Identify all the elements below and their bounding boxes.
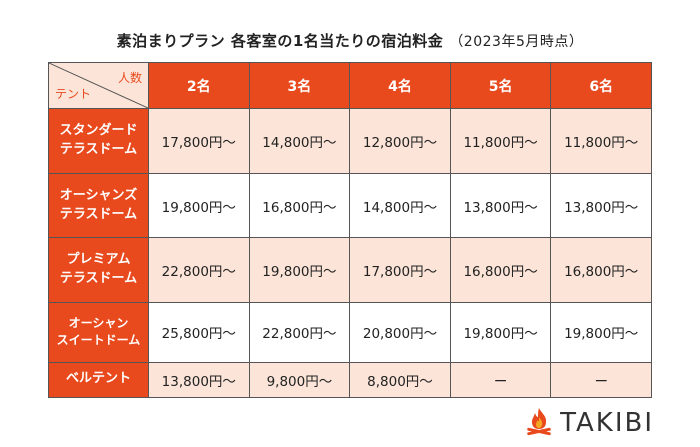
price-cell: 11,800円〜 [550,108,652,174]
column-header: 4名 [349,62,451,109]
price-cell: 22,800円〜 [148,237,250,304]
row-header: オーシャン スイートドーム [48,302,149,363]
price-cell: 19,800円〜 [248,237,351,304]
row-header-line2: テラスドーム [59,271,138,287]
takibi-logo: TAKIBI [524,407,654,439]
price-cell: 19,800円〜 [449,302,552,363]
page-title: 素泊まりプラン 各客室の1名当たりの宿泊料金 （2023年5月時点） [0,30,700,51]
price-cell: 11,800円〜 [449,108,552,174]
row-header: オーシャンズ テラスドーム [48,172,149,239]
table-row: プレミアム テラスドーム 22,800円〜 19,800円〜 17,800円〜 … [48,237,652,304]
price-cell: 22,800円〜 [248,302,351,363]
table-row: ベルテント 13,800円〜 9,800円〜 8,800円〜 ー ー [48,361,652,399]
table-row: オーシャン スイートドーム 25,800円〜 22,800円〜 20,800円〜… [48,302,652,363]
campfire-icon [527,408,551,436]
row-header-line2: テラスドーム [59,206,138,222]
price-cell: 16,800円〜 [550,237,652,304]
price-cell: 17,800円〜 [349,237,451,304]
price-cell: ー [449,361,552,399]
price-cell: 13,800円〜 [550,172,652,239]
row-header-line2: スイートドーム [56,333,141,348]
row-header-line1: スタンダード [59,122,138,138]
row-header-line1: オーシャン [68,316,129,331]
corner-cell: 人数 テント [48,62,149,109]
price-cell: 8,800円〜 [349,361,451,399]
price-cell: 9,800円〜 [248,361,351,399]
price-cell: 20,800円〜 [349,302,451,363]
corner-label-people: 人数 [117,71,142,85]
column-header: 2名 [148,62,250,109]
price-cell: 17,800円〜 [148,108,250,174]
title-date-note: （2023年5月時点） [449,34,584,50]
title-main: 素泊まりプラン 各客室の1名当たりの宿泊料金 [116,32,444,50]
column-header: 6名 [550,62,652,109]
row-header-line1: オーシャンズ [59,187,138,203]
row-header-line1: プレミアム [66,252,131,268]
table-row: オーシャンズ テラスドーム 19,800円〜 16,800円〜 14,800円〜… [48,172,652,239]
price-cell: 16,800円〜 [248,172,351,239]
price-cell: 12,800円〜 [349,108,451,174]
row-header-line2: テラスドーム [59,141,138,157]
price-cell: 14,800円〜 [349,172,451,239]
row-header: スタンダード テラスドーム [48,108,149,174]
price-cell: 19,800円〜 [550,302,652,363]
price-cell: 13,800円〜 [449,172,552,239]
row-header-line1: ベルテント [65,371,131,387]
row-header: ベルテント [48,361,149,399]
column-header: 5名 [449,62,552,109]
header-row: 人数 テント 2名 3名 4名 5名 6名 [48,62,652,109]
table-row: スタンダード テラスドーム 17,800円〜 14,800円〜 12,800円〜… [48,108,652,174]
price-cell: ー [550,361,652,399]
row-header: プレミアム テラスドーム [48,237,149,304]
price-cell: 19,800円〜 [148,172,250,239]
logo-text: TAKIBI [560,408,654,438]
price-cell: 25,800円〜 [148,302,250,363]
price-cell: 13,800円〜 [148,361,250,399]
price-cell: 14,800円〜 [248,108,351,174]
corner-label-tent: テント [55,87,92,101]
price-cell: 16,800円〜 [449,237,552,304]
column-header: 3名 [248,62,351,109]
diagonal-line [49,63,148,108]
price-table: 人数 テント 2名 3名 4名 5名 6名 スタンダード テラスドーム 17,8… [48,62,652,399]
